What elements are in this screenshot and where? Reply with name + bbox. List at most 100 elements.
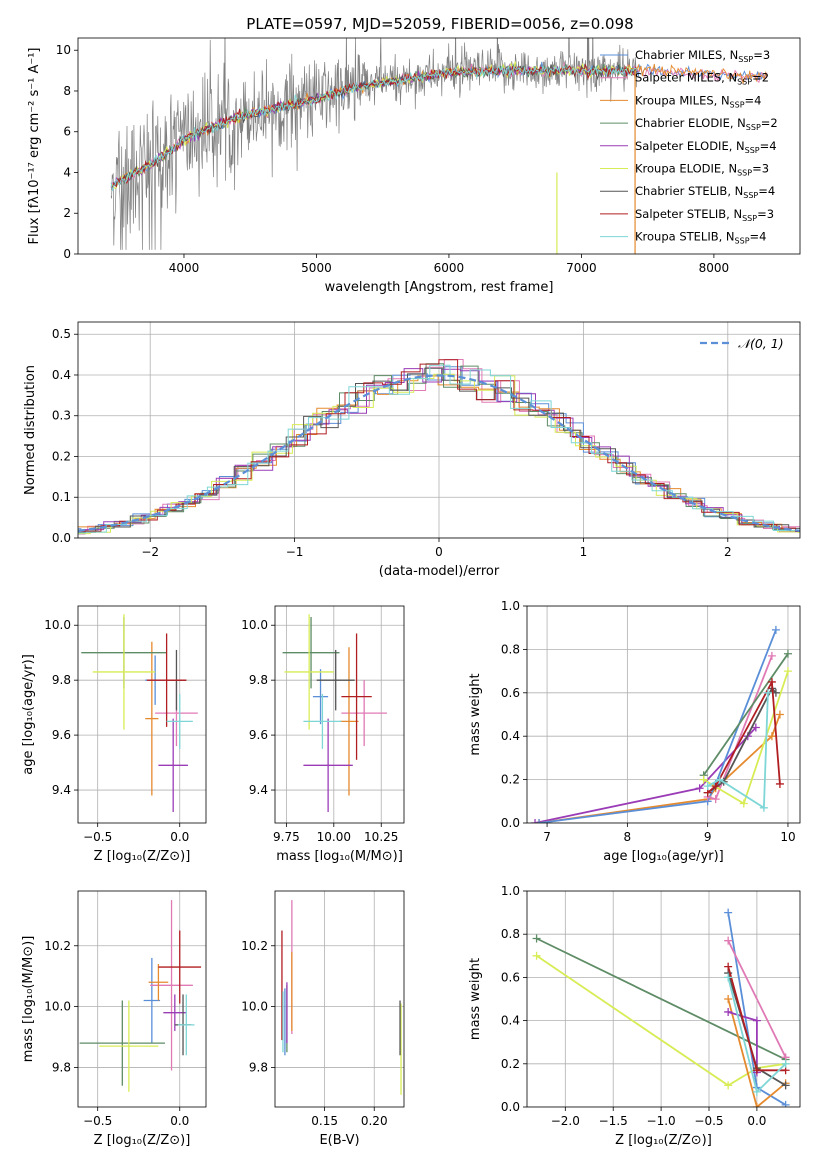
plot-area — [78, 606, 206, 823]
plot-area — [275, 606, 404, 823]
spectrum-legend: Chabrier MILES, NSSP=3 Salpeter MILES, NS… — [600, 48, 778, 246]
y-tick-label: 0.0 — [501, 816, 520, 830]
x-tick-label: −1 — [286, 545, 304, 559]
residual-histogram-chabrier-elodie — [78, 363, 800, 533]
x-tick-label: −0.5 — [83, 1114, 112, 1128]
x-tick-label: 0.0 — [747, 1114, 766, 1128]
axes-frame — [77, 321, 801, 539]
point-marker — [783, 667, 792, 676]
point-marker — [699, 775, 708, 784]
plot-area — [78, 322, 800, 538]
legend-entry: Salpeter MILES, NSSP=2 — [635, 71, 769, 87]
x-axis-label: Z [log₁₀(Z/Z⊙)] — [615, 1133, 712, 1148]
y-tick-label: 9.8 — [249, 1060, 268, 1074]
y-tick-label: 0.5 — [52, 327, 71, 341]
errorbar-point — [284, 614, 334, 730]
point-marker — [759, 803, 768, 812]
y-tick-label: 0.2 — [501, 1057, 520, 1071]
y-tick-label: 10.2 — [241, 939, 268, 953]
x-tick-label: −0.5 — [83, 830, 112, 844]
point-marker — [724, 962, 733, 971]
y-tick-label: 10.2 — [44, 939, 71, 953]
errorbar-point — [178, 994, 195, 1056]
x-tick-label: −1.0 — [647, 1114, 676, 1128]
y-tick-label: 0.3 — [52, 409, 71, 423]
axes-frame — [274, 890, 405, 1108]
errorbar-point — [92, 614, 156, 730]
point-marker — [781, 1059, 790, 1068]
legend-entry: Chabrier STELIB, NSSP=4 — [635, 184, 775, 200]
x-tick-label: 0.0 — [170, 1114, 189, 1128]
plot-area — [78, 891, 206, 1107]
y-tick-label: 0.2 — [501, 773, 520, 787]
y-tick-label: 0.8 — [501, 642, 520, 656]
residual-histogram-kroupa-miles — [78, 375, 800, 532]
x-axis-label: E(B-V) — [319, 1133, 359, 1148]
model-line-kroupa-stelib — [110, 65, 638, 192]
errorbar-point — [166, 693, 193, 749]
figure-title: PLATE=0597, MJD=52059, FIBERID=0056, z=0… — [246, 15, 633, 33]
mass-weight-line — [727, 940, 787, 1058]
y-tick-label: 9.8 — [52, 673, 71, 687]
x-tick-label: 10.25 — [364, 830, 398, 844]
point-marker — [724, 908, 733, 917]
mass-weight-line — [536, 955, 786, 1087]
point-marker — [531, 819, 540, 823]
y-tick-label: 9.6 — [249, 728, 268, 742]
x-tick-label: 8000 — [699, 261, 730, 275]
axes-frame — [526, 890, 801, 1108]
point-marker — [695, 784, 704, 793]
axes-frame — [77, 890, 207, 1108]
x-axis-label: wavelength [Angstrom, rest frame] — [325, 280, 554, 295]
legend-entry: Salpeter ELODIE, NSSP=4 — [635, 139, 777, 155]
point-marker — [715, 775, 724, 784]
errorbar-point — [143, 957, 161, 1044]
axes-frame — [77, 37, 801, 255]
point-marker — [532, 934, 541, 943]
y-tick-label: 4 — [63, 165, 71, 179]
plot-area — [527, 606, 800, 823]
x-axis-label: mass [log₁₀(M/M⊙)] — [276, 849, 403, 864]
plot-area — [527, 891, 800, 1107]
errorbar-point — [148, 964, 169, 1001]
x-tick-label: 10 — [780, 830, 795, 844]
axes-mass_weight_vs_Z: −2.0 −1.5 −1.0 −0.5 0.0 0.0 0.2 0.4 0.6 0.8 1.0 Z [… — [468, 884, 801, 1148]
legend-entry: Kroupa STELIB, NSSP=4 — [635, 230, 766, 246]
y-tick-label: 0.2 — [52, 449, 71, 463]
point-marker — [532, 951, 541, 960]
errorbar-point — [303, 693, 342, 749]
axes-spectrum: 4000 5000 6000 7000 8000 0 2 4 6 8 10 wavelength [A… — [27, 37, 801, 295]
x-axis-label: age [log₁₀(age/yr)] — [603, 849, 724, 864]
x-tick-label: 1 — [580, 545, 588, 559]
x-tick-label: 4000 — [169, 261, 200, 275]
y-tick-label: 9.8 — [249, 673, 268, 687]
point-marker — [767, 732, 776, 741]
y-tick-label: 9.4 — [52, 783, 71, 797]
errorbar-point — [99, 1000, 159, 1092]
point-marker — [767, 651, 776, 660]
normal-curve — [78, 374, 800, 532]
axes-age_vs_Z: −0.5 0.0 9.4 9.6 9.8 10.0 Z [log₁₀(Z/Z⊙)] age [… — [21, 605, 207, 864]
legend-entry: Salpeter STELIB, NSSP=3 — [635, 207, 774, 223]
mass-weight-line — [727, 998, 787, 1107]
axes-frame — [526, 605, 801, 824]
errorbar-point — [146, 633, 187, 727]
x-tick-label: 6000 — [434, 261, 465, 275]
errorbar-point — [282, 616, 340, 689]
y-tick-label: 6 — [63, 125, 71, 139]
y-axis-label: Flux [fλ10⁻¹⁷ erg cm⁻² s⁻¹ A⁻¹] — [27, 48, 42, 245]
errorbar-point — [341, 633, 372, 760]
axes-mass_vs_Z: −0.5 0.0 9.8 10.0 10.2 Z [log₁₀(Z/Z⊙)] mass [l… — [21, 890, 207, 1148]
point-marker — [724, 995, 733, 1003]
x-tick-label: −0.5 — [694, 1114, 723, 1128]
point-marker — [752, 1087, 761, 1096]
errorbar-point — [145, 641, 159, 796]
x-tick-label: 9.75 — [273, 830, 300, 844]
observed-spectrum-line — [110, 38, 638, 250]
y-tick-label: 10 — [56, 43, 71, 57]
y-axis-label: mass [log₁₀(M/M⊙)] — [21, 936, 36, 1063]
plot-area — [275, 891, 404, 1107]
mass-weight-line — [702, 653, 789, 776]
x-axis-label: (data-model)/error — [379, 564, 500, 579]
